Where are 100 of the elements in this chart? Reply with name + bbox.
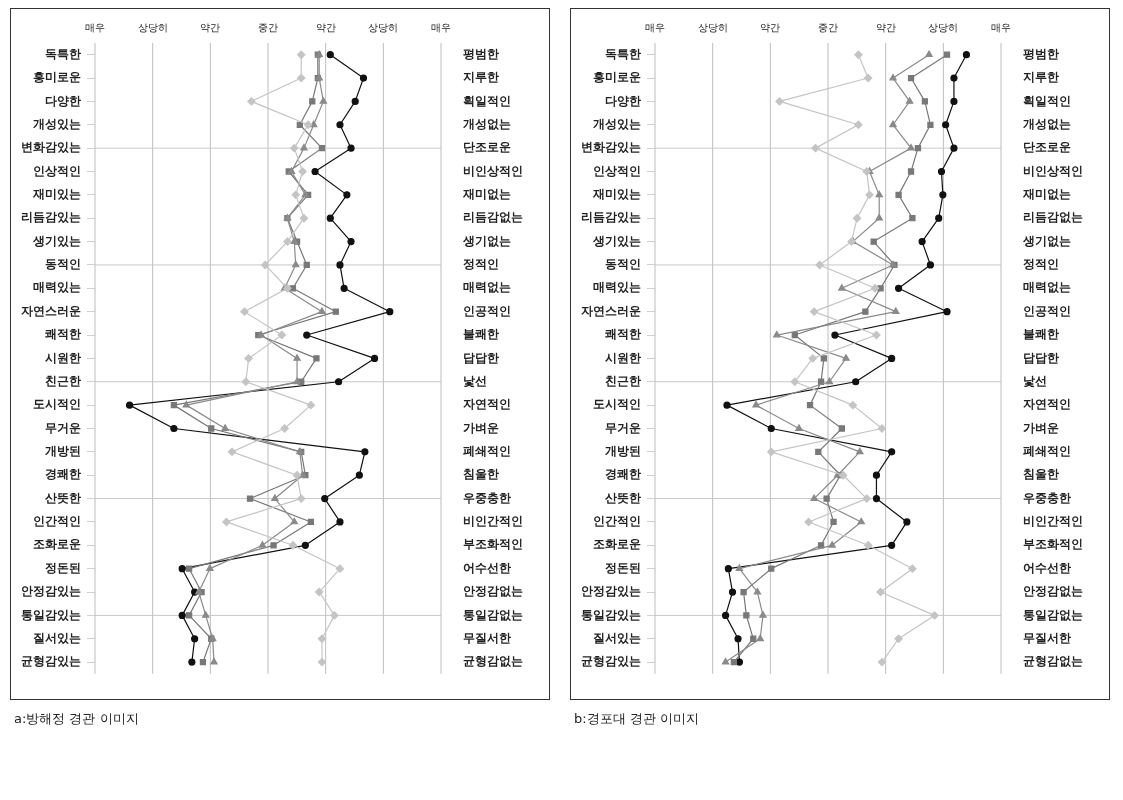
- y2-tick-label: 재미없는: [1022, 186, 1071, 201]
- y-tick-label: 개방된: [605, 443, 641, 458]
- y-tick-label: 시원한: [605, 350, 641, 365]
- y2-tick-label: 낯선: [463, 373, 487, 388]
- y-tick-label: 조화로운: [33, 537, 81, 552]
- y2-tick-label: 자연적인: [463, 397, 511, 412]
- y-tick-label: 친근한: [605, 373, 641, 388]
- y2-tick-label: 재미없는: [462, 186, 511, 201]
- text: 매우: [991, 21, 1011, 33]
- y-tick-label: 흥미로운: [593, 70, 641, 85]
- y2-tick-label: 지루한: [463, 70, 499, 85]
- text: b:경포대 경관 이미지: [573, 710, 700, 728]
- y-tick-label: 정돈된: [45, 560, 81, 575]
- y2-tick-label: 폐쇄적인: [463, 443, 511, 458]
- y-tick-label: 독특한: [605, 46, 641, 61]
- y2-tick-label: 무질서한: [1023, 630, 1071, 645]
- y2-tick-label: 불쾌한: [463, 327, 499, 342]
- y-tick-label: 변화감있는: [581, 140, 641, 155]
- y2-tick-label: 지루한: [1023, 70, 1059, 85]
- y2-tick-label: 인공적인: [463, 303, 511, 318]
- y-tick-label: 독특한: [45, 46, 81, 61]
- y2-tick-label: 생기없는: [462, 233, 511, 248]
- y-tick-label: 재미있는: [32, 186, 81, 201]
- y-tick-label: 개성있는: [33, 116, 81, 131]
- y2-tick-label: 정적인: [463, 257, 499, 272]
- y-tick-label: 인상적인: [593, 163, 641, 178]
- y2-tick-label: 낯선: [1023, 373, 1047, 388]
- y2-tick-label: 단조로운: [463, 140, 511, 155]
- y-tick-label: 도시적인: [33, 397, 81, 412]
- y-tick-label: 매력있는: [33, 280, 81, 295]
- y2-tick-label: 통일감없는: [463, 607, 523, 622]
- y-tick-label: 질서있는: [593, 630, 641, 645]
- y-tick-label: 인간적인: [33, 514, 81, 529]
- y2-tick-label: 부조화적인: [1023, 537, 1083, 552]
- y2-tick-label: 안정감없는: [1023, 584, 1083, 599]
- text: 중간: [818, 21, 838, 33]
- y-tick-label: 개방된: [45, 443, 81, 458]
- y2-tick-label: 부조화적인: [463, 537, 523, 552]
- y-tick-label: 동적인: [45, 257, 81, 272]
- y2-tick-label: 균형감없는: [463, 654, 523, 669]
- y2-tick-label: 리듬감없는: [463, 210, 523, 225]
- y2-tick-label: 평범한: [463, 46, 499, 61]
- text: 매우: [645, 21, 665, 33]
- y2-tick-label: 비인상적인: [1023, 163, 1083, 178]
- y2-tick-label: 폐쇄적인: [1023, 443, 1071, 458]
- y-tick-label: 통일감있는: [581, 607, 641, 622]
- y-tick-label: 균형감있는: [21, 654, 81, 669]
- y2-tick-label: 침울한: [463, 467, 499, 482]
- text: 약간: [875, 21, 896, 33]
- y2-tick-label: 매력없는: [463, 280, 511, 295]
- y2-tick-label: 개성없는: [463, 116, 511, 131]
- y2-tick-label: 리듬감없는: [1023, 210, 1083, 225]
- y2-tick-label: 통일감없는: [1023, 607, 1083, 622]
- y-tick-label: 쾌적한: [45, 327, 81, 342]
- y2-tick-label: 답답한: [463, 350, 499, 365]
- y-tick-label: 변화감있는: [21, 140, 81, 155]
- y2-tick-label: 정적인: [1023, 257, 1059, 272]
- y-tick-label: 무거운: [45, 420, 81, 435]
- y2-tick-label: 어수선한: [1023, 560, 1071, 575]
- y-tick-label: 재미있는: [592, 186, 641, 201]
- y2-tick-label: 획일적인: [1023, 93, 1071, 108]
- y-tick-label: 조화로운: [593, 537, 641, 552]
- text: 매우: [85, 21, 105, 33]
- y-tick-label: 생기있는: [32, 233, 81, 248]
- y2-tick-label: 가벼운: [463, 420, 499, 435]
- y-tick-label: 다양한: [605, 93, 641, 108]
- y2-tick-label: 자연적인: [1023, 397, 1071, 412]
- y-tick-label: 정돈된: [605, 560, 641, 575]
- y-tick-label: 생기있는: [592, 233, 641, 248]
- y-tick-label: 인간적인: [593, 514, 641, 529]
- y2-tick-label: 비인간적인: [463, 514, 523, 529]
- y2-tick-label: 가벼운: [1023, 420, 1059, 435]
- y2-tick-label: 불쾌한: [1023, 327, 1059, 342]
- y2-tick-label: 비인상적인: [463, 163, 523, 178]
- y2-tick-label: 인공적인: [1023, 303, 1071, 318]
- y2-tick-label: 개성없는: [1023, 116, 1071, 131]
- text: 상당히: [928, 21, 959, 33]
- text: 상당히: [697, 21, 728, 33]
- y2-tick-label: 균형감없는: [1023, 654, 1083, 669]
- y2-tick-label: 어수선한: [463, 560, 511, 575]
- text: 약간: [760, 21, 781, 33]
- y2-tick-label: 무질서한: [463, 630, 511, 645]
- y-tick-label: 쾌적한: [605, 327, 641, 342]
- y2-tick-label: 우중충한: [463, 490, 511, 505]
- y-tick-label: 산뜻한: [605, 490, 641, 505]
- y-tick-label: 경쾌한: [605, 467, 641, 482]
- y-tick-label: 자연스러운: [581, 303, 641, 318]
- y-tick-label: 흥미로운: [33, 70, 81, 85]
- y-tick-label: 도시적인: [593, 397, 641, 412]
- y-tick-label: 동적인: [605, 257, 641, 272]
- y2-tick-label: 답답한: [1023, 350, 1059, 365]
- y-tick-label: 안정감있는: [21, 584, 81, 599]
- y2-tick-label: 안정감없는: [463, 584, 523, 599]
- y2-tick-label: 우중충한: [1023, 490, 1071, 505]
- y-tick-label: 산뜻한: [45, 490, 81, 505]
- y-tick-label: 친근한: [45, 373, 81, 388]
- y-tick-label: 리듬감있는: [581, 210, 641, 225]
- y-tick-label: 개성있는: [593, 116, 641, 131]
- text: a:방해정 경관 이미지: [13, 710, 140, 728]
- text: 상당히: [368, 21, 399, 33]
